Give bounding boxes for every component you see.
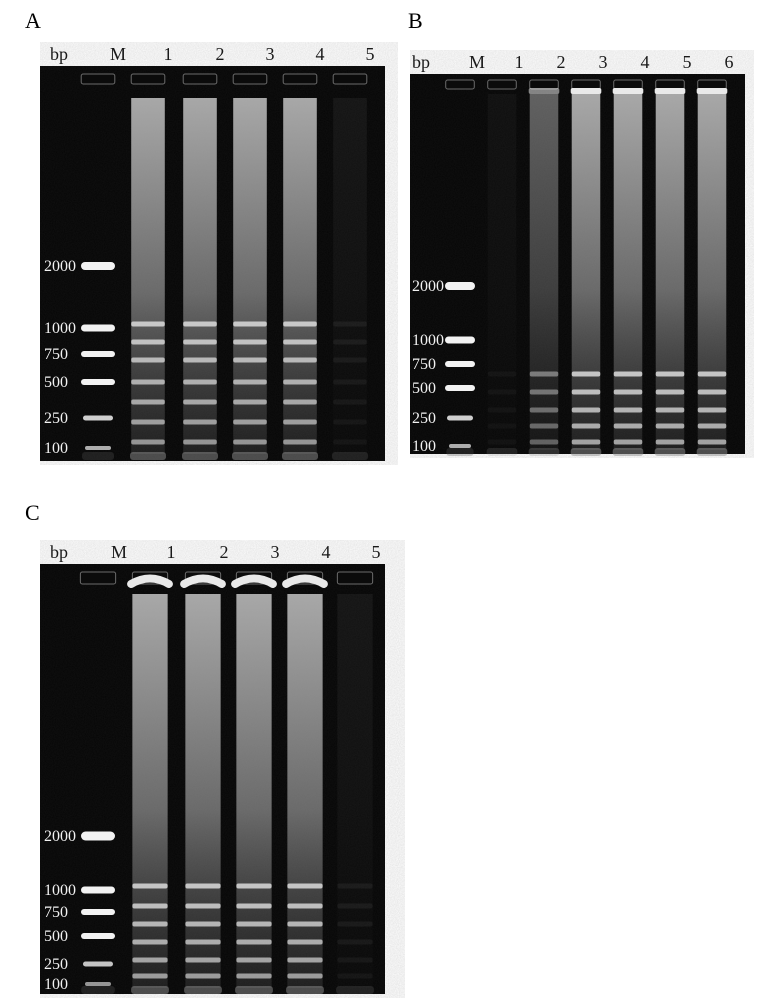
gel-panel-c: bp M 1 2 3 4 5 2000 1000 750 500 250 100 (40, 540, 405, 998)
svg-text:2000: 2000 (44, 258, 76, 275)
svg-text:1: 1 (515, 52, 524, 72)
svg-text:100: 100 (44, 440, 68, 457)
svg-text:1000: 1000 (44, 882, 76, 899)
svg-text:M: M (469, 52, 485, 72)
svg-text:4: 4 (316, 44, 325, 64)
svg-text:4: 4 (322, 542, 331, 562)
svg-text:5: 5 (366, 44, 375, 64)
panel-label-a: A (25, 8, 41, 34)
svg-text:5: 5 (372, 542, 381, 562)
svg-text:500: 500 (412, 380, 436, 397)
svg-text:2000: 2000 (412, 278, 444, 295)
svg-text:750: 750 (44, 346, 68, 363)
svg-text:100: 100 (412, 438, 436, 455)
gel-panel-a: bp M 1 2 3 4 5 2000 1000 750 500 250 100 (40, 42, 398, 465)
svg-text:M: M (110, 44, 126, 64)
svg-text:250: 250 (44, 410, 68, 427)
svg-text:100: 100 (44, 976, 68, 993)
svg-text:1: 1 (164, 44, 173, 64)
svg-text:2: 2 (557, 52, 566, 72)
svg-text:250: 250 (44, 956, 68, 973)
figure-page: { "page": { "width": 760, "height": 1000… (0, 0, 760, 1000)
svg-text:4: 4 (641, 52, 650, 72)
svg-text:bp: bp (412, 52, 430, 72)
svg-text:750: 750 (44, 904, 68, 921)
svg-text:750: 750 (412, 356, 436, 373)
svg-text:500: 500 (44, 928, 68, 945)
svg-text:6: 6 (725, 52, 734, 72)
svg-text:500: 500 (44, 374, 68, 391)
svg-text:3: 3 (599, 52, 608, 72)
svg-text:bp: bp (50, 44, 68, 64)
svg-text:3: 3 (271, 542, 280, 562)
panel-label-b: B (408, 8, 423, 34)
svg-text:1: 1 (167, 542, 176, 562)
svg-text:250: 250 (412, 410, 436, 427)
svg-text:2: 2 (216, 44, 225, 64)
svg-text:1000: 1000 (44, 320, 76, 337)
panel-label-c: C (25, 500, 40, 526)
svg-text:5: 5 (683, 52, 692, 72)
gel-panel-b: bp M 1 2 3 4 5 6 2000 1000 750 500 250 100 (410, 50, 754, 458)
svg-text:M: M (111, 542, 127, 562)
svg-text:2: 2 (220, 542, 229, 562)
svg-text:1000: 1000 (412, 332, 444, 349)
svg-text:bp: bp (50, 542, 68, 562)
svg-text:3: 3 (266, 44, 275, 64)
svg-text:2000: 2000 (44, 828, 76, 845)
